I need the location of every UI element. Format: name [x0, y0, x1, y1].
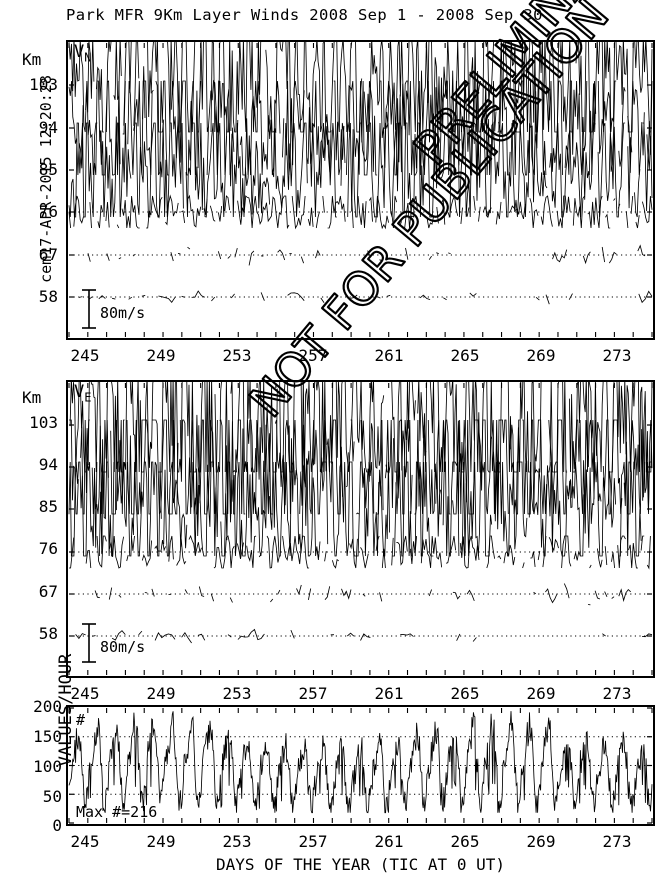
y-tick-counts-200: 200 [33, 697, 62, 716]
y-tick-counts-50: 50 [42, 787, 62, 806]
y-axis-unit-north: Km [22, 50, 42, 69]
x-tick-east-265: 265 [450, 684, 480, 703]
y-tick-east-58: 58 [38, 624, 58, 643]
x-tick-counts-269: 269 [526, 832, 556, 851]
x-tick-counts-245: 245 [70, 832, 100, 851]
component-label-north: VN [74, 42, 92, 65]
x-tick-north-269: 269 [526, 346, 556, 365]
scale-bar-label-east: 80m/s [100, 638, 146, 656]
y-tick-counts-0: 0 [52, 816, 62, 835]
x-tick-north-261: 261 [374, 346, 404, 365]
x-tick-north-253: 253 [222, 346, 252, 365]
x-tick-north-265: 265 [450, 346, 480, 365]
x-tick-north-257: 257 [298, 346, 328, 365]
x-tick-east-253: 253 [222, 684, 252, 703]
x-tick-east-269: 269 [526, 684, 556, 703]
y-tick-east-67: 67 [38, 582, 58, 601]
max-count-label: Max #=216 [76, 803, 158, 821]
page-title: Park MFR 9Km Layer Winds 2008 Sep 1 - 20… [66, 6, 543, 24]
x-tick-east-245: 245 [70, 684, 100, 703]
y-tick-east-76: 76 [38, 539, 58, 558]
x-tick-north-249: 249 [146, 346, 176, 365]
x-tick-east-257: 257 [298, 684, 328, 703]
scale-bar-east [82, 623, 96, 663]
values-per-hour-trace [68, 707, 653, 824]
y-tick-east-94: 94 [38, 455, 58, 474]
y-tick-north-94: 94 [38, 118, 58, 137]
y-axis-unit-east: Km [22, 388, 42, 407]
y-tick-north-58: 58 [38, 287, 58, 306]
x-tick-north-245: 245 [70, 346, 100, 365]
component-label-east: VE [74, 382, 92, 405]
x-tick-counts-253: 253 [222, 832, 252, 851]
x-tick-counts-265: 265 [450, 832, 480, 851]
y-tick-east-85: 85 [38, 497, 58, 516]
y-tick-east-103: 103 [29, 413, 58, 432]
y-tick-north-76: 76 [38, 202, 58, 221]
y-tick-counts-150: 150 [33, 727, 62, 746]
plot-panel-meridional-wind[interactable]: VN 80m/s [66, 40, 655, 340]
x-tick-east-249: 249 [146, 684, 176, 703]
plot-panel-zonal-wind[interactable]: VE 80m/s [66, 380, 655, 678]
x-tick-counts-273: 273 [602, 832, 632, 851]
x-tick-counts-249: 249 [146, 832, 176, 851]
zonal-wind-traces [68, 382, 653, 675]
x-tick-counts-261: 261 [374, 832, 404, 851]
y-tick-north-67: 67 [38, 245, 58, 264]
scale-bar-label-north: 80m/s [100, 304, 146, 322]
y-tick-north-103: 103 [29, 75, 58, 94]
plot-panel-values-per-hour[interactable]: # Max #=216 [66, 705, 655, 826]
x-tick-counts-257: 257 [298, 832, 328, 851]
scale-bar-north [82, 289, 96, 329]
y-tick-counts-100: 100 [33, 757, 62, 776]
meridional-wind-traces [68, 42, 653, 337]
x-tick-north-273: 273 [602, 346, 632, 365]
series-marker-counts: # [76, 711, 86, 729]
render-timestamp: cem17-APR-2015 12:20:28 [37, 75, 55, 283]
y-tick-north-85: 85 [38, 160, 58, 179]
x-tick-east-261: 261 [374, 684, 404, 703]
x-tick-east-273: 273 [602, 684, 632, 703]
x-axis-title: DAYS OF THE YEAR (TIC AT 0 UT) [216, 855, 505, 874]
